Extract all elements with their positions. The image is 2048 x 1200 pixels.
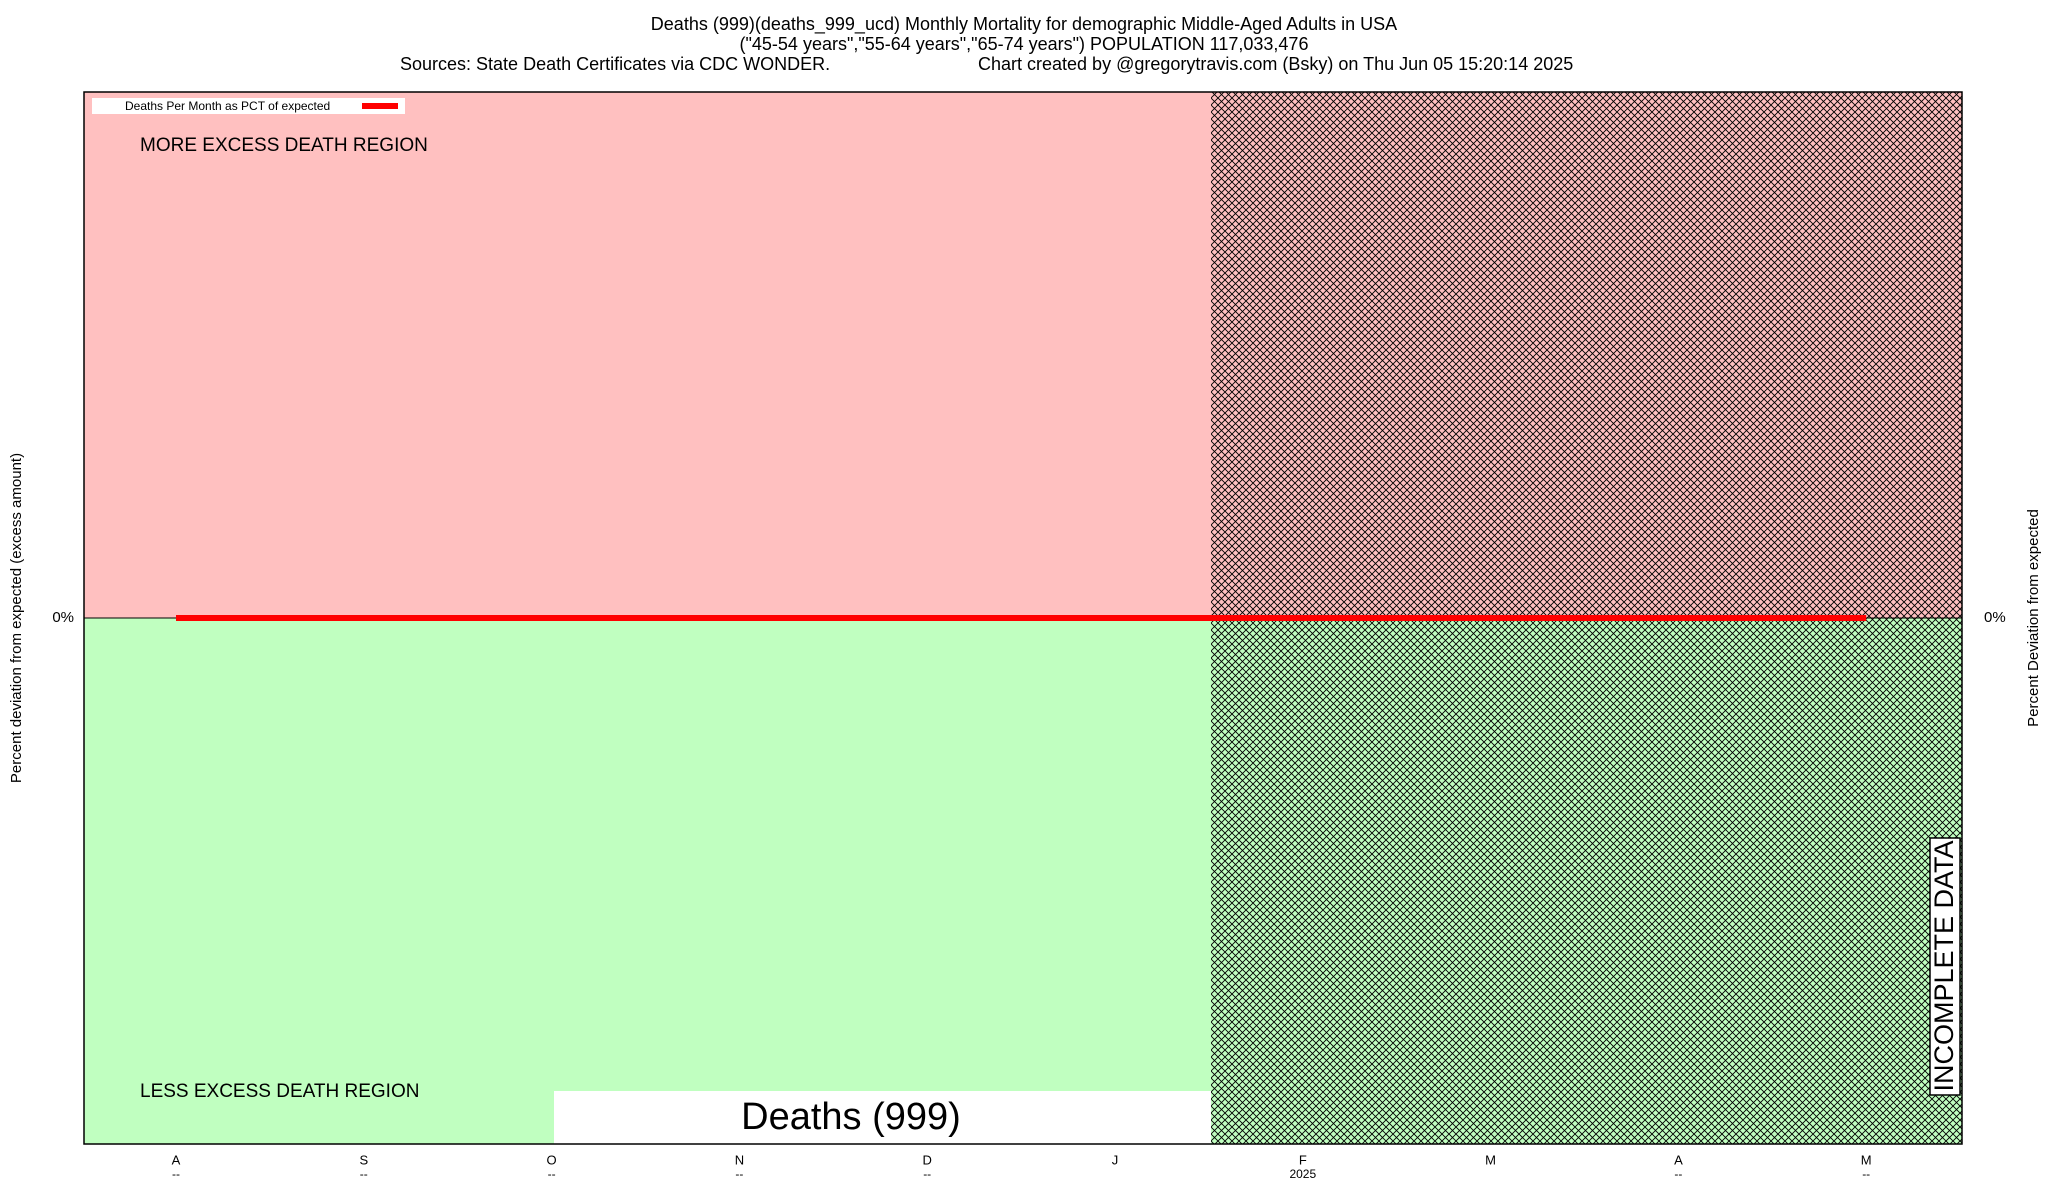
x-tick-sublabel: -- [1674, 1167, 1682, 1181]
x-tick-sublabel: -- [360, 1167, 368, 1181]
legend-box [92, 98, 405, 114]
x-tick-sublabel: -- [172, 1167, 180, 1181]
y-tick-label: 0% [52, 609, 74, 626]
x-tick-label: M [1485, 1152, 1496, 1167]
credit: Chart created by @gregorytravis.com (Bsk… [978, 54, 1573, 74]
x-tick-label: N [735, 1152, 744, 1167]
x-tick-sublabel: -- [923, 1167, 931, 1181]
y2-axis-label: Percent Deviation from expected [2025, 509, 2042, 727]
incomplete-label: INCOMPLETE DATA [1929, 840, 1959, 1091]
x-tick-label: J [1112, 1152, 1119, 1167]
x-tick-label: F [1299, 1152, 1307, 1167]
y2-tick-label: 0% [1984, 609, 2006, 626]
x-tick-label: S [359, 1152, 368, 1167]
x-tick-label: D [923, 1152, 932, 1167]
title: Deaths (999)(deaths_999_ucd) Monthly Mor… [651, 14, 1397, 35]
upper-region-label: MORE EXCESS DEATH REGION [140, 135, 428, 156]
plot-frame [83, 91, 1963, 1145]
watermark-box [554, 1091, 1211, 1144]
y-axis-label: Percent deviation from expected (excess … [8, 453, 25, 783]
x-tick-sublabel: -- [548, 1167, 556, 1181]
x-tick-sublabel: 2025 [1289, 1167, 1316, 1181]
source: Sources: State Death Certificates via CD… [400, 54, 830, 74]
x-tick-label: O [547, 1152, 557, 1167]
subtitle: ("45-54 years","55-64 years","65-74 year… [740, 34, 1309, 54]
x-tick-label: A [172, 1152, 181, 1167]
x-tick-label: A [1674, 1152, 1683, 1167]
x-tick-sublabel: -- [1862, 1167, 1870, 1181]
incomplete-box [1929, 837, 1961, 1096]
lower-region-label: LESS EXCESS DEATH REGION [140, 1081, 419, 1102]
x-tick-sublabel: -- [735, 1167, 743, 1181]
watermark: Deaths (999) [741, 1096, 961, 1138]
x-tick-label: M [1861, 1152, 1872, 1167]
legend-label: Deaths Per Month as PCT of expected [125, 99, 330, 113]
